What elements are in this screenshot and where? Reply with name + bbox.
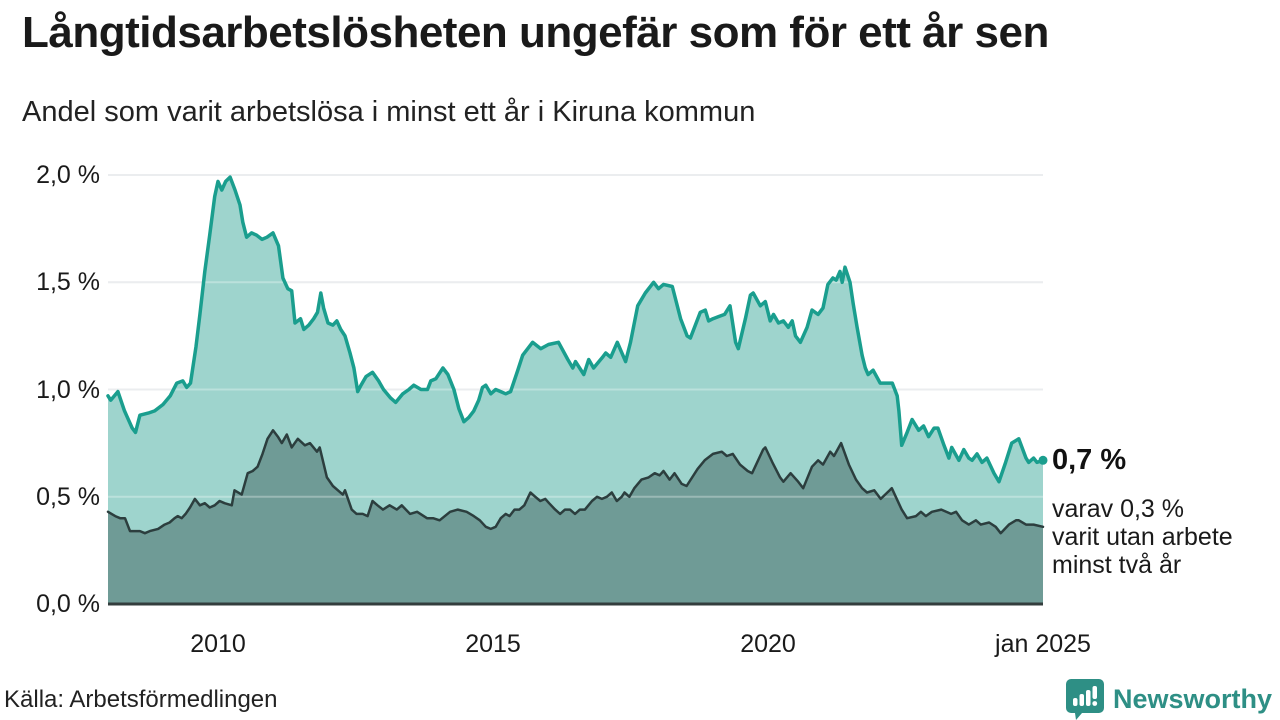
annotation-line-2: varit utan arbete <box>1052 523 1233 551</box>
x-tick-label: jan 2025 <box>995 630 1091 658</box>
y-tick-label: 0,5 % <box>36 482 100 511</box>
end-value-label: 0,7 % <box>1052 444 1127 476</box>
series-end-dot <box>1038 455 1048 465</box>
y-tick-label: 1,0 % <box>36 375 100 404</box>
newsworthy-logo: Newsworthy <box>1065 678 1272 720</box>
x-tick-label: 2015 <box>465 630 521 658</box>
x-tick-label: 2010 <box>190 630 246 658</box>
chart-subtitle: Andel som varit arbetslösa i minst ett å… <box>22 96 756 128</box>
y-tick-label: 2,0 % <box>36 161 100 189</box>
x-tick-label: 2020 <box>740 630 796 658</box>
series-line-2 <box>106 429 1045 535</box>
annotation-line-3: minst två år <box>1052 551 1182 579</box>
source-note: Källa: Arbetsförmedlingen <box>4 686 278 713</box>
page-title: Långtidsarbetslösheten ungefär som för e… <box>22 8 1049 57</box>
newsworthy-wordmark: Newsworthy <box>1112 683 1272 714</box>
y-tick-label: 0,0 % <box>36 590 100 618</box>
annotation-line-1: varav 0,3 % <box>1052 495 1185 523</box>
end-annotation: 0,7 % varav 0,3 % varit utan arbete mins… <box>1052 444 1272 579</box>
y-tick-label: 1,5 % <box>36 268 100 297</box>
newsworthy-icon <box>1065 679 1104 720</box>
series-line-1 <box>106 175 1045 484</box>
